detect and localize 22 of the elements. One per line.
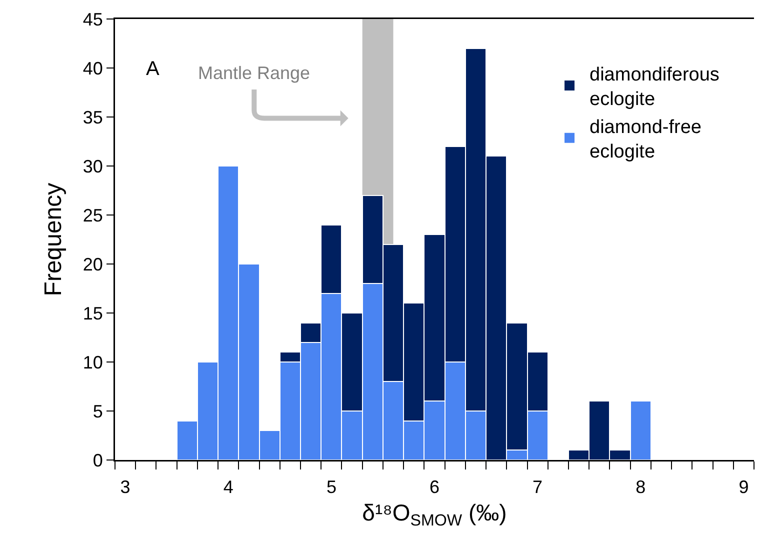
x-tick-label: 3 (120, 477, 130, 498)
y-tick-label: 15 (82, 303, 103, 324)
y-tick-label: 45 (82, 9, 103, 30)
band-label: Mantle Range (198, 63, 310, 83)
legend-label: diamond-free eclogite (590, 116, 702, 163)
y-tick-label: 5 (92, 401, 103, 422)
y-axis-title: Frequency (40, 182, 68, 296)
y-tick-label: 20 (82, 254, 103, 274)
y-tick-label: 0 (92, 450, 103, 470)
x-tick-label: 5 (326, 477, 336, 498)
y-tick-label: 25 (82, 205, 103, 226)
x-tick-label: 8 (636, 477, 646, 498)
x-tick-label: 6 (429, 477, 440, 498)
y-tick-label: 30 (82, 156, 103, 176)
x-axis-title: δ¹⁸O$_{SMOW}$ (‰) (362, 499, 507, 530)
annotation: A (146, 58, 160, 80)
y-tick-label: 40 (82, 58, 103, 78)
x-tick-label: 4 (223, 477, 234, 498)
y-tick-label: 35 (82, 107, 103, 128)
x-tick-label: 7 (532, 477, 543, 498)
x-tick-label: 9 (738, 477, 749, 498)
y-tick-label: 10 (82, 352, 103, 372)
